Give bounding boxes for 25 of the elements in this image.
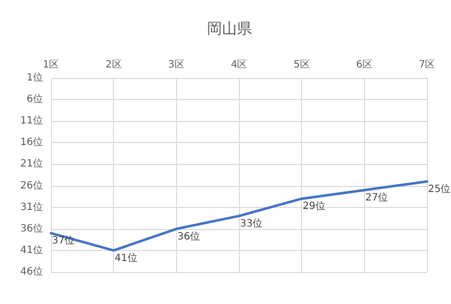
data-label: 36位 <box>177 230 200 242</box>
y-tick-label: 46位 <box>20 266 43 278</box>
y-tick-label: 26位 <box>20 179 43 192</box>
data-label: 27位 <box>365 192 388 204</box>
x-tick-label: 4区 <box>230 60 248 70</box>
y-tick-label: 21位 <box>20 158 43 170</box>
data-label: 29位 <box>302 200 326 212</box>
x-tick-label: 7区 <box>418 60 436 70</box>
line-series <box>50 180 428 252</box>
x-tick-label: 3区 <box>168 60 185 70</box>
x-tick-label: 6区 <box>356 60 373 70</box>
y-tick-label: 1位 <box>26 72 43 84</box>
data-label: 41位 <box>114 252 138 264</box>
y-tick-label: 6位 <box>26 93 43 106</box>
y-tick-label: 36位 <box>20 222 43 234</box>
data-label: 25位 <box>428 182 451 195</box>
data-label: 33位 <box>240 217 263 230</box>
y-tick-label: 11位 <box>20 114 43 127</box>
y-tick-label: 16位 <box>20 136 43 148</box>
y-tick-label: 41位 <box>20 244 43 256</box>
chart-title: 岡山県 <box>207 20 252 38</box>
x-tick-label: 1区 <box>42 60 60 70</box>
y-tick-label: 31位 <box>20 200 43 213</box>
x-tick-label: 5区 <box>293 60 310 70</box>
x-tick-label: 2区 <box>105 60 122 70</box>
